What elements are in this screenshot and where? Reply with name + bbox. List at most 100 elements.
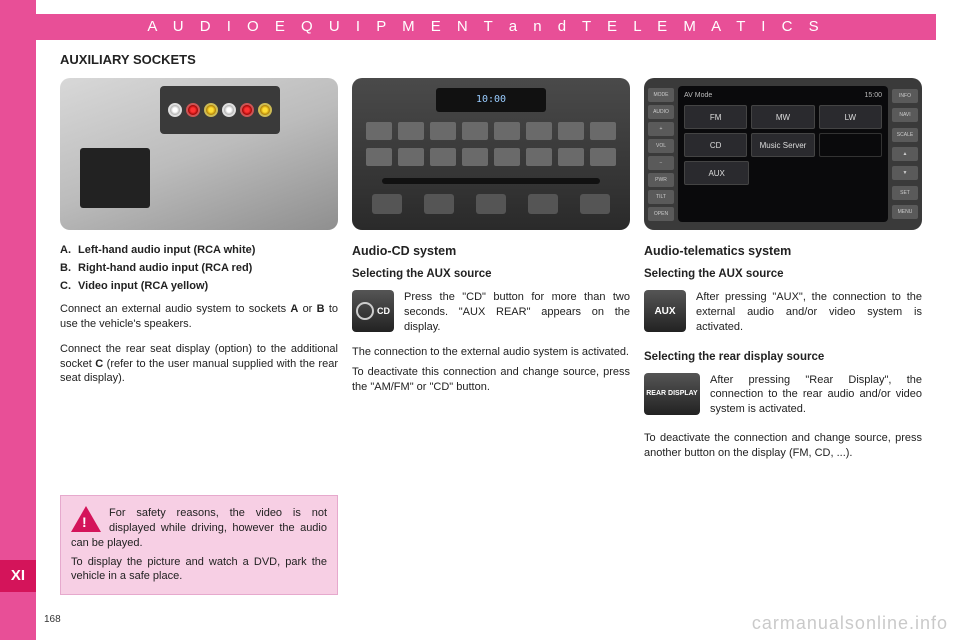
cd-para1: The connection to the external audio sys… [352,345,630,360]
chapter-badge: XI [0,560,36,592]
cd-slot [382,178,600,184]
radio-btn [398,122,424,140]
radio-btn [558,148,584,166]
audio-cd-photo: 10:00 [352,78,630,230]
nav-cell-music: Music Server [751,133,814,157]
nav-btn: SCALE [892,128,918,142]
section-title: AUXILIARY SOCKETS [60,52,196,67]
nav-btn: PWR [648,173,674,187]
nav-title-right: 15:00 [864,92,882,99]
nav-cell-mw: MW [751,105,814,129]
list-label: A. [60,244,78,256]
text: Connect an external audio system to sock… [60,303,290,315]
cd-para2: To deactivate this connection and change… [352,365,630,395]
radio-ctrl [476,194,506,214]
radio-btn [526,122,552,140]
cd-icon-text: Press the "CD" button for more than two … [404,290,630,335]
rca-jack-yellow [204,103,218,117]
text: or [298,303,316,315]
nav-btn: ▼ [892,166,918,180]
nav-btn: − [648,156,674,170]
rear-icon-row: REAR DISPLAY After pressing "Rear Displa… [644,373,922,418]
list-text: Left-hand audio input (RCA white) [78,244,338,256]
nav-btn: AUDIO [648,105,674,119]
cd-icon: CD [352,290,394,332]
nav-cell-empty [819,133,882,157]
nav-left-buttons: MODE AUDIO + VOL − PWR TILT OPEN [644,78,678,230]
radio-btn [590,148,616,166]
nav-cell-fm: FM [684,105,747,129]
column-right: MODE AUDIO + VOL − PWR TILT OPEN AV Mode… [644,78,922,461]
telematics-title: Audio-telematics system [644,244,922,258]
list-label: B. [60,262,78,274]
radio-btn-row-1 [366,122,616,140]
nav-title-left: AV Mode [684,92,712,99]
radio-btn [558,122,584,140]
aux-icon: AUX [644,290,686,332]
page-number: 168 [44,614,61,625]
rca-jack-red [186,103,200,117]
radio-btn [590,122,616,140]
radio-btn-row-2 [366,148,616,166]
nav-btn: + [648,122,674,136]
rca-jack-white [168,103,182,117]
telematics-para: To deactivate the connection and change … [644,431,922,461]
aux-icon-row: AUX After pressing "AUX", the connection… [644,290,922,335]
nav-btn: INFO [892,89,918,103]
nav-grid: FM MW LW CD Music Server [684,105,882,157]
nav-btn: VOL [648,139,674,153]
nav-btn: NAVI [892,108,918,122]
nav-cell-cd: CD [684,133,747,157]
radio-btn [430,148,456,166]
rca-panel [160,86,280,134]
nav-aux-row: AUX [684,161,882,185]
radio-btn [398,148,424,166]
rear-icon-text: After pressing "Rear Display", the conne… [710,373,922,418]
warning-icon [71,506,101,532]
nav-btn: OPEN [648,207,674,221]
watermark: carmanualsonline.info [752,613,948,634]
nav-cell-lw: LW [819,105,882,129]
warning-p1: For safety reasons, the video is not dis… [71,507,327,549]
radio-ctrl [372,194,402,214]
rca-jack-white-2 [222,103,236,117]
aux-sockets-photo [60,78,338,230]
radio-ctrl [528,194,558,214]
radio-ctrl-row [372,194,610,214]
radio-btn [526,148,552,166]
telematics-sub1: Selecting the AUX source [644,268,922,280]
nav-screen: AV Mode 15:00 FM MW LW CD Music Server A… [678,86,888,222]
para-connect-rear: Connect the rear seat display (option) t… [60,342,338,387]
list-item-b: B. Right-hand audio input (RCA red) [60,262,338,274]
list-text: Right-hand audio input (RCA red) [78,262,338,274]
para-connect-audio: Connect an external audio system to sock… [60,302,338,332]
rca-jack-red-2 [240,103,254,117]
radio-btn [366,148,392,166]
nav-cell-aux: AUX [684,161,749,185]
warning-p2: To display the picture and watch a DVD, … [71,556,327,583]
nav-btn: TILT [648,190,674,204]
nav-btn: ▲ [892,147,918,161]
column-left: A. Left-hand audio input (RCA white) B. … [60,78,338,386]
aux-icon-text: After pressing "AUX", the connection to … [696,290,922,335]
audio-cd-title: Audio-CD system [352,244,630,258]
radio-ctrl [580,194,610,214]
bold-b: B [317,303,325,315]
telematics-photo: MODE AUDIO + VOL − PWR TILT OPEN AV Mode… [644,78,922,230]
rear-display-icon: REAR DISPLAY [644,373,700,415]
radio-btn [494,148,520,166]
radio-btn [462,148,488,166]
dash-slot [80,148,150,208]
header-band: A U D I O E Q U I P M E N T a n d T E L … [36,14,936,40]
list-item-c: C. Video input (RCA yellow) [60,280,338,292]
nav-right-buttons: INFO NAVI SCALE ▲ ▼ SET MENU [888,78,922,230]
radio-btn [494,122,520,140]
nav-btn: SET [892,186,918,200]
radio-btn [430,122,456,140]
list-item-a: A. Left-hand audio input (RCA white) [60,244,338,256]
rca-jack-yellow-2 [258,103,272,117]
list-label: C. [60,280,78,292]
nav-btn: MODE [648,88,674,102]
left-stripe [0,0,36,640]
radio-ctrl [424,194,454,214]
